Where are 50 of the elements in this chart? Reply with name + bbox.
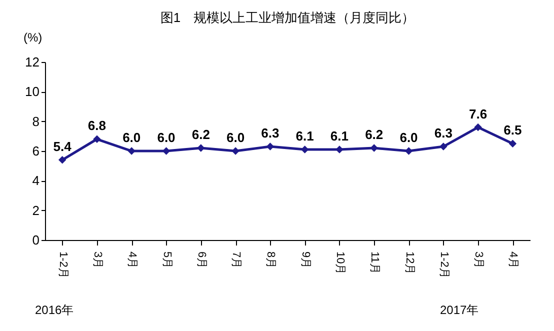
x-tick-label: 9月: [299, 252, 312, 269]
x-tick-label: 3月: [91, 252, 104, 269]
x-tick-label: 6月: [195, 252, 208, 269]
data-label: 5.4: [53, 138, 72, 154]
point: [474, 123, 482, 132]
point: [508, 140, 517, 148]
data-label: 6.5: [504, 122, 522, 138]
point: [128, 147, 136, 155]
data-label: 6.1: [330, 128, 349, 144]
y-tick-label: 0: [32, 232, 40, 248]
data-label: 6.0: [226, 130, 245, 145]
data-label: 6.8: [88, 118, 106, 134]
point: [370, 144, 378, 152]
data-label: 6.1: [296, 128, 314, 144]
data-label: 6.3: [434, 126, 452, 141]
x-tick-label: 4月: [507, 252, 520, 269]
point: [232, 147, 240, 155]
y-tick-label: 2: [32, 202, 40, 218]
point: [93, 135, 101, 144]
x-tick-label: 7月: [230, 252, 242, 269]
data-label: 6.2: [192, 127, 210, 142]
x-tick-label: 8月: [264, 252, 277, 269]
x-tick-label: 5月: [160, 252, 173, 269]
data-label: 6.2: [365, 127, 384, 142]
y-axis-title: (%): [24, 30, 42, 44]
point: [404, 147, 413, 155]
x-tick-label: 11月: [368, 252, 381, 274]
x-tick-label: 4月: [126, 252, 138, 269]
text: 2016年: [35, 303, 74, 317]
y-tick-label: 4: [32, 173, 40, 188]
point: [440, 142, 448, 150]
x-tick-label: 10月: [334, 252, 346, 275]
y-tick-label: 12: [25, 54, 40, 70]
text: 2017年: [440, 303, 479, 317]
data-label: 7.6: [468, 106, 488, 122]
point: [58, 156, 66, 164]
x-tick-label: 12月: [403, 252, 416, 275]
y-tick-label: 10: [25, 84, 40, 100]
data-label: 6.3: [261, 126, 280, 141]
chart-title: 图1 规模以上工业增加值增速（月度同比）: [160, 10, 415, 25]
x-tick-label: 3月: [472, 252, 485, 269]
data-label: 6.0: [400, 130, 418, 145]
x-tick-label: 1-2月: [438, 252, 450, 278]
data-label: 6.0: [122, 130, 141, 145]
point: [197, 144, 205, 152]
data-label: 6.0: [157, 130, 176, 145]
x-tick-label: 1-2月: [56, 252, 69, 278]
y-tick-label: 8: [32, 114, 40, 129]
y-tick-label: 6: [32, 144, 40, 158]
point: [336, 146, 344, 154]
